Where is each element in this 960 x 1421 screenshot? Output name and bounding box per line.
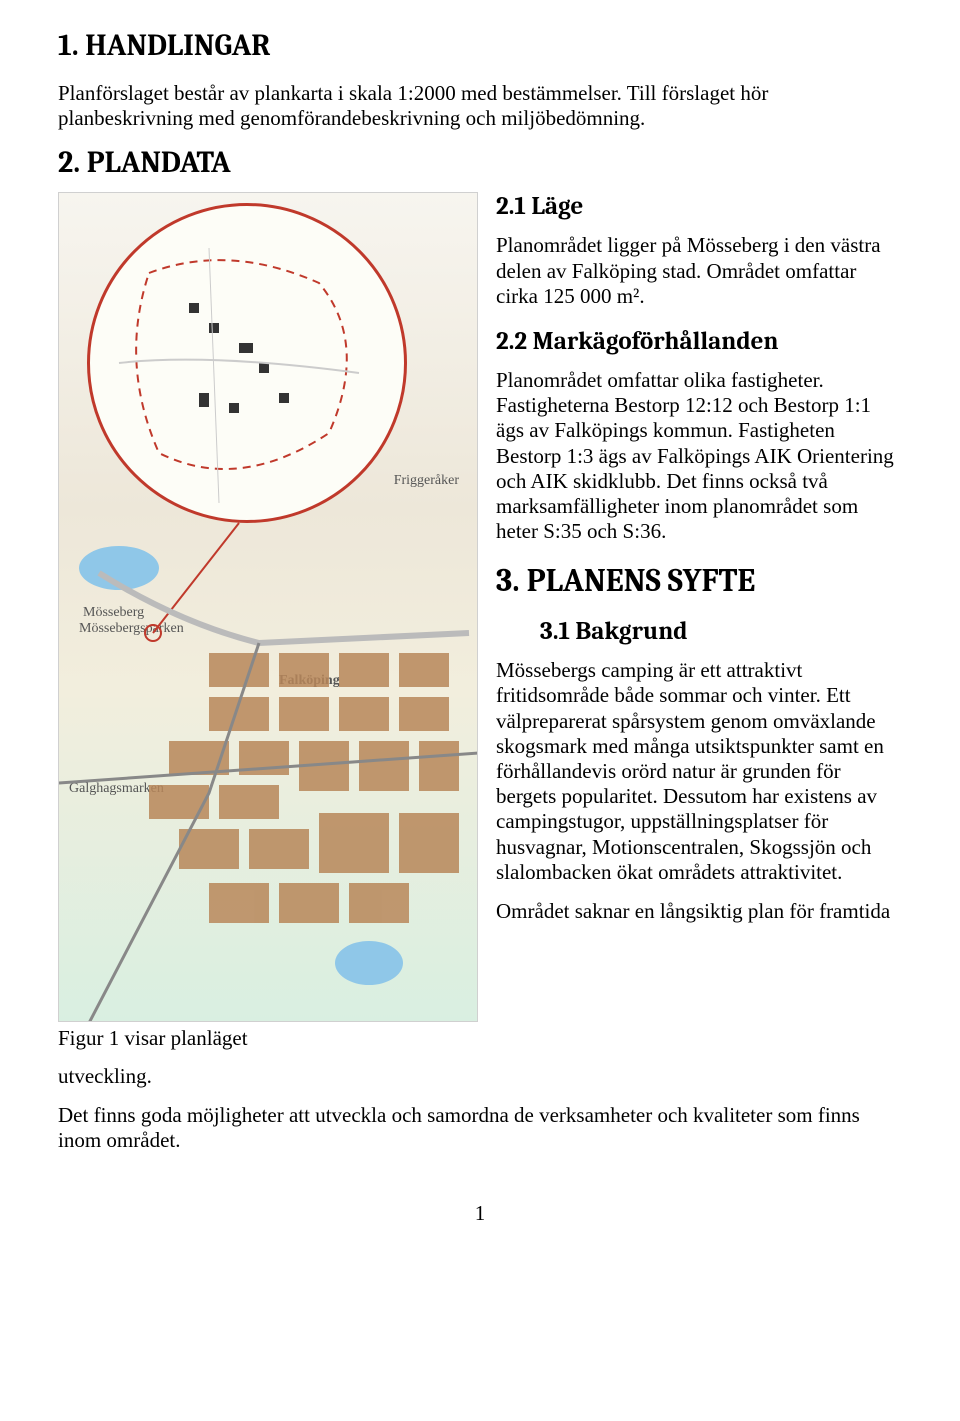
para-3-1a: Mössebergs camping är ett attraktivt fri… [496,658,902,885]
figure-1: Friggeråker Mösseberg Mössebergsparken F… [58,192,478,1055]
two-column-region: Friggeråker Mösseberg Mössebergsparken F… [58,192,902,1063]
right-text-column: 2.1 Läge Planområdet ligger på Mösseberg… [496,192,902,924]
para-2-2: Planområdet omfattar olika fastigheter. … [496,368,902,544]
para-2-1: Planområdet ligger på Mösseberg i den vä… [496,233,902,309]
figure-caption: Figur 1 visar planläget [58,1026,478,1051]
map-detail-svg [59,193,478,1022]
section-heading-3: 3. PLANENS SYFTE [496,562,902,599]
section-heading-2: 2. PLANDATA [58,145,902,180]
para-utveckling: utveckling. [58,1064,902,1089]
map-image: Friggeråker Mösseberg Mössebergsparken F… [58,192,478,1022]
subheading-2-1: 2.1 Läge [496,192,902,221]
section1-paragraph: Planförslaget består av plankarta i skal… [58,81,902,131]
section-heading-1: 1. HANDLINGAR [58,28,902,63]
para-full-width: Det finns goda möjligheter att utveckla … [58,1103,902,1153]
page-number: 1 [58,1201,902,1226]
subheading-3-1: 3.1 Bakgrund [496,617,902,646]
subheading-2-2: 2.2 Markägoförhållanden [496,327,902,356]
para-3-1b: Området saknar en långsiktig plan för fr… [496,899,902,924]
